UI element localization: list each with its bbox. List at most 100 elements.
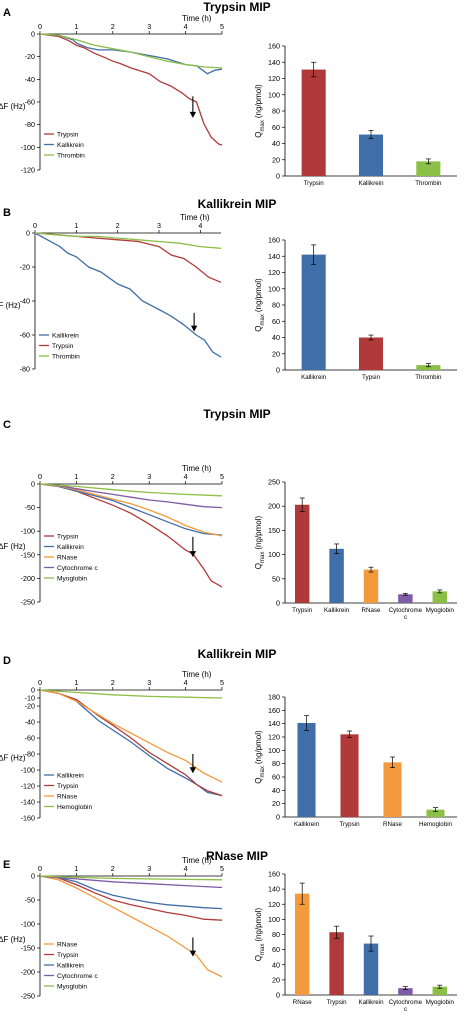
bar-y-tick-label: 50 <box>272 574 280 583</box>
x-tick-label: 5 <box>220 22 224 31</box>
bar-category-label: RNase <box>362 607 381 614</box>
y-tick-label: -140 <box>21 798 35 807</box>
x-tick-label: 2 <box>116 221 120 230</box>
panel-letter: C <box>3 419 11 431</box>
bar-y-tick-label: 40 <box>272 960 280 969</box>
legend-label: RNase <box>57 941 77 948</box>
ylabel-main: Q <box>254 955 263 961</box>
panel-a: A Trypsin MIP 0 1 2 3 4 5 Time (h) 0 -20 -40 -60 -80 -… <box>0 0 457 187</box>
bar-cytochrome-c <box>398 594 413 603</box>
arrow-head <box>189 551 197 558</box>
ylabel-sub: max <box>260 766 266 777</box>
series-line-trypsin <box>39 33 223 146</box>
arrow-head <box>189 111 197 118</box>
x-tick-label: 3 <box>147 864 151 873</box>
bar-y-tick-label: 20 <box>272 975 280 984</box>
ylabel-unit: (ng/pmol) <box>254 730 263 764</box>
x-tick-label: 0 <box>38 864 42 873</box>
x-axis-label: Time (h) <box>182 670 212 679</box>
y-tick-label: -50 <box>25 896 35 905</box>
bar-y-tick-label: 40 <box>272 139 280 148</box>
bar-category-label: Kallikrein <box>324 607 350 614</box>
x-tick-label: 4 <box>198 221 202 230</box>
bar-chart: 0 20 40 60 80 100 120 140 160 Qmax (ng/pmol) Kallik… <box>254 236 457 381</box>
x-tick-label: 2 <box>111 678 115 687</box>
line-chart: 0 1 2 3 4 5 Time (h) 0 -50 -100 -150 -200 -250 ∆F (Hz… <box>0 464 224 607</box>
bar-rnase <box>363 569 379 603</box>
x-axis-label: Time (h) <box>182 14 212 23</box>
legend-label: Kallikrein <box>52 332 79 339</box>
bar-rnase <box>383 762 402 817</box>
y-tick-label: -40 <box>25 718 35 727</box>
series-line-kallikrein <box>34 232 222 358</box>
y-tick-label: -100 <box>21 920 35 929</box>
bar-category-label: Typsin <box>362 374 380 381</box>
series-line-trypsin <box>39 689 223 797</box>
bar-y-tick-label: 60 <box>272 773 280 782</box>
bar-y-tick-label: 200 <box>268 502 280 511</box>
bar-y-tick-label: 80 <box>272 759 280 768</box>
bar-y-axis-label: Qmax (ng/pmol) <box>254 84 266 138</box>
bar-y-tick-label: 120 <box>268 733 280 742</box>
y-tick-label: -80 <box>25 120 35 129</box>
line-chart: 0 1 2 3 4 5 Time (h) 0 -20 -40 -60 -80 -100 -120 ∆F (H… <box>0 14 224 175</box>
bar-chart: 0 20 40 60 80 100 120 140 160 Qmax (ng/pmol) RNase T… <box>254 870 457 1013</box>
y-tick-label: 0 <box>26 229 30 238</box>
legend-label: RNase <box>57 793 77 800</box>
bar-kallikrein <box>301 254 326 370</box>
bar-category-label: Thrombin <box>415 374 442 381</box>
bar-kallikrein <box>297 723 316 817</box>
y-tick-label: -40 <box>25 75 35 84</box>
bar-y-tick-label: 60 <box>272 945 280 954</box>
ylabel-unit: (ng/pmol) <box>254 907 263 941</box>
legend-label: Trypsin <box>57 952 79 959</box>
bar-y-tick-label: 160 <box>268 42 280 51</box>
panel-letter: D <box>3 655 11 667</box>
arrow-head <box>189 767 197 774</box>
panel-letter: B <box>3 207 11 219</box>
bar-y-tick-label: 20 <box>272 349 280 358</box>
bar-y-tick-label: 80 <box>272 930 280 939</box>
y-tick-label: -60 <box>25 734 35 743</box>
x-tick-label: 1 <box>74 678 78 687</box>
bar-chart: 0 50 100 150 200 250 Qmax (ng/pmol) Trypsin Kalli… <box>254 478 457 621</box>
x-tick-label: 5 <box>220 472 224 481</box>
series-line-thrombin <box>39 33 223 69</box>
legend-label: Cytochrome c <box>57 973 98 980</box>
panel-title: RNase MIP <box>206 849 268 863</box>
x-tick-label: 0 <box>38 472 42 481</box>
bar-y-axis-label: Qmax (ng/pmol) <box>254 278 266 332</box>
y-axis-label: ∆F (Hz) <box>0 301 21 310</box>
bar-category-label: Trypsin <box>339 821 360 828</box>
bar-y-tick-label: 60 <box>272 317 280 326</box>
bar-y-tick-label: 100 <box>268 915 280 924</box>
y-tick-label: 0 <box>31 686 35 695</box>
ylabel-main: Q <box>254 131 263 137</box>
bar-y-tick-label: 140 <box>268 58 280 67</box>
ylabel-unit: (ng/pmol) <box>254 278 263 312</box>
bar-y-tick-label: 100 <box>268 90 280 99</box>
bar-category-label-line: c <box>404 1006 407 1013</box>
y-tick-label: -120 <box>21 166 35 175</box>
panel-letter: A <box>3 7 11 19</box>
bar-category-label: Kallikrein <box>358 180 384 187</box>
legend-label: Trypsin <box>57 533 79 540</box>
ylabel-main: Q <box>254 563 263 569</box>
bar-y-tick-label: 80 <box>272 107 280 116</box>
bar-y-tick-label: 160 <box>268 870 280 879</box>
bar-y-axis-label-text: Qmax (ng/pmol) <box>254 515 266 569</box>
panel-e: E RNase MIP 0 1 2 3 4 5 Time (h) 0 -50 -100 -150 -200… <box>0 849 457 1013</box>
ylabel-main: Q <box>254 325 263 331</box>
bar-y-tick-label: 0 <box>276 991 280 1000</box>
bar-y-axis-label-text: Qmax (ng/pmol) <box>254 730 266 784</box>
legend-label: Trypsin <box>57 131 79 138</box>
legend-label: Myoglobin <box>57 575 87 582</box>
y-tick-label: -250 <box>21 598 35 607</box>
bar-y-tick-label: 250 <box>268 478 280 487</box>
legend-label: Trypsin <box>52 343 74 350</box>
bar-y-tick-label: 100 <box>268 746 280 755</box>
y-tick-label: -20 <box>20 263 30 272</box>
bar-y-tick-label: 140 <box>268 885 280 894</box>
bar-chart: 0 20 40 60 80 100 120 140 160 Qmax (ng/pmol) Trypsi… <box>254 42 457 187</box>
bar-category-label: Myoglobin <box>426 607 455 614</box>
